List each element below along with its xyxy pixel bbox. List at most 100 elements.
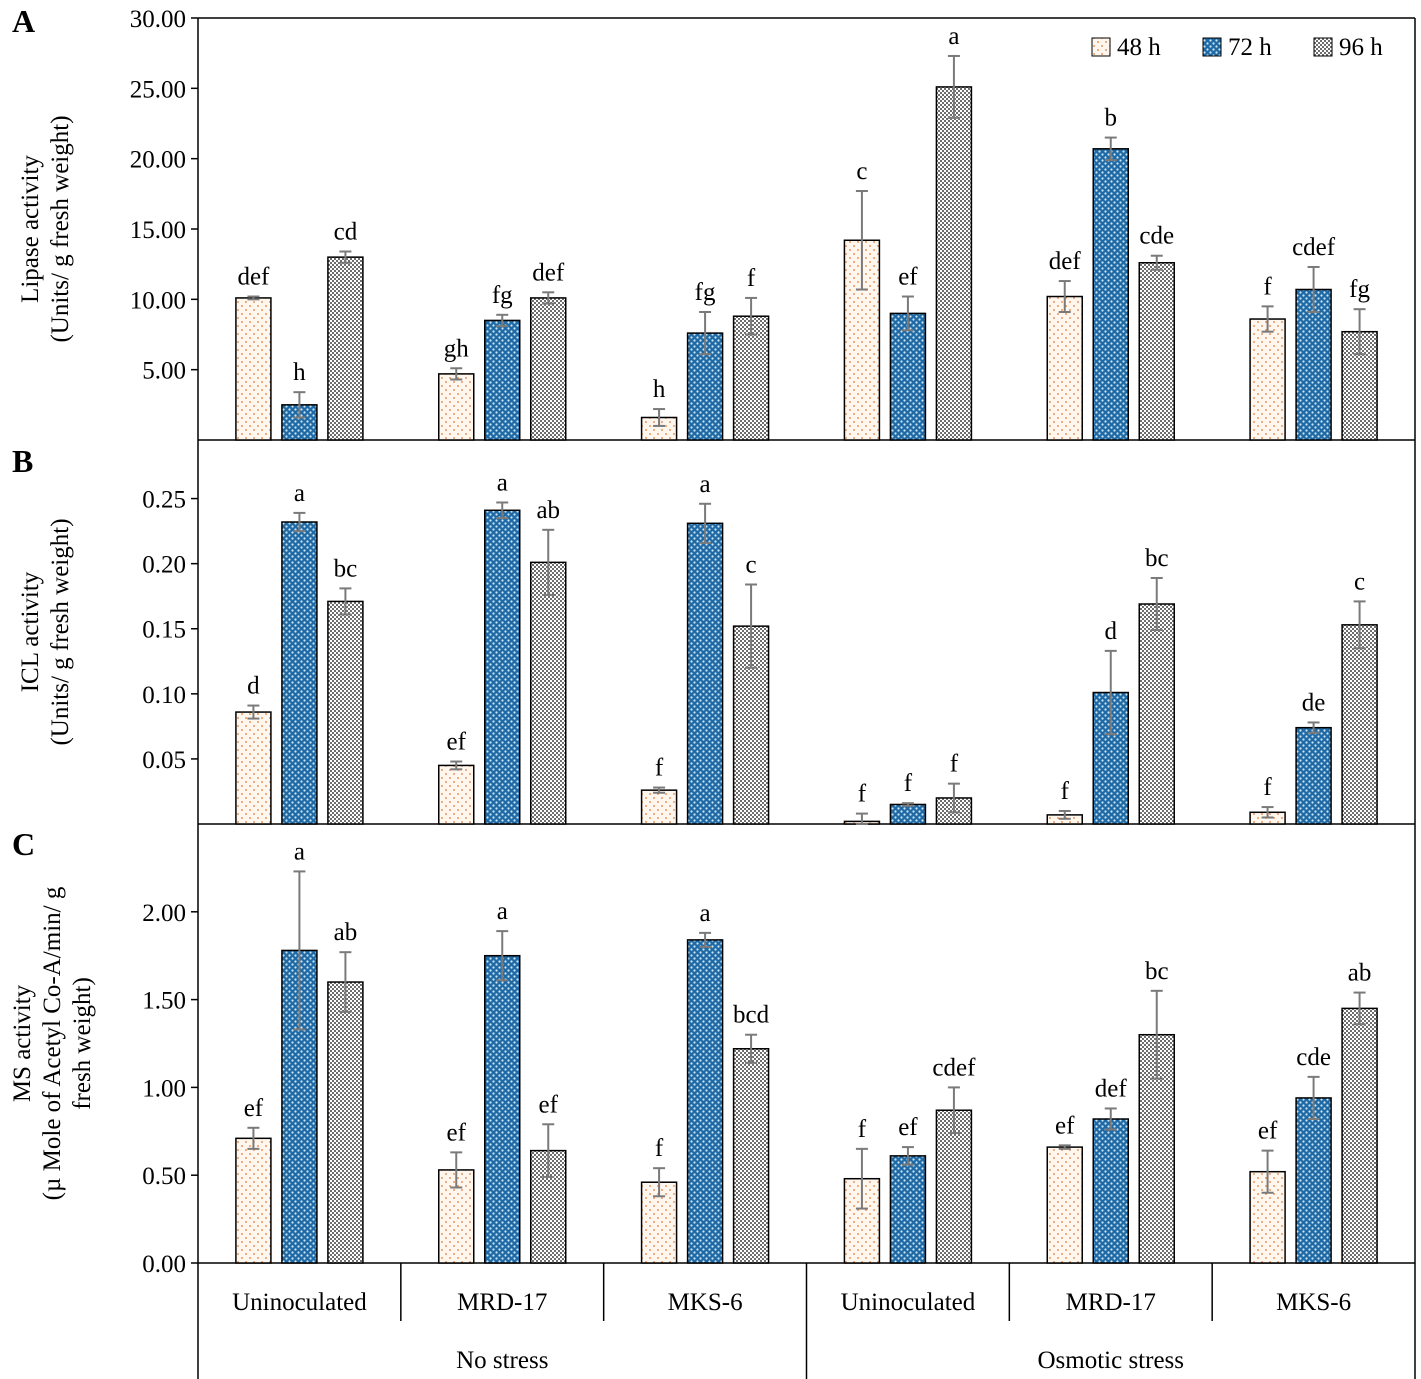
y-axis-label: ICL activity [17, 571, 44, 692]
significance-letter: fg [492, 282, 513, 309]
significance-letter: cd [334, 219, 358, 246]
significance-letter: f [655, 755, 664, 782]
bar [935, 1109, 973, 1264]
bar [1092, 148, 1129, 441]
significance-letter: f [858, 781, 867, 808]
significance-letter: def [237, 264, 270, 291]
significance-letter: ef [898, 1114, 918, 1141]
y-tick-label: 0.20 [142, 552, 186, 579]
bar [1138, 262, 1175, 441]
significance-letter: ab [1348, 960, 1372, 987]
legend-label-48h: 48 h [1117, 34, 1161, 61]
legend-swatch-48h [1091, 37, 1111, 57]
bar [530, 297, 567, 441]
y-axis-label: Lipase activity [17, 155, 44, 303]
significance-letter: ef [539, 1091, 559, 1118]
significance-letter: a [497, 898, 508, 925]
y-tick-label: 0.25 [142, 487, 186, 514]
y-tick-label: 0.15 [142, 617, 186, 644]
significance-letter: a [294, 838, 305, 865]
x-category-label: MKS-6 [668, 1289, 743, 1316]
significance-letter: ef [447, 1119, 467, 1146]
significance-letter: f [950, 751, 959, 778]
significance-letter: c [856, 158, 867, 185]
bar [235, 711, 272, 825]
significance-letter: f [1061, 778, 1070, 805]
bar [327, 981, 364, 1264]
significance-letter: a [948, 23, 959, 50]
bar [1295, 726, 1332, 825]
x-category-label: MRD-17 [457, 1289, 547, 1316]
y-axis-label: MS activity [9, 984, 36, 1102]
bar [484, 954, 521, 1264]
significance-letter: bc [1145, 545, 1169, 572]
bar [1341, 1007, 1378, 1264]
legend-label-72h: 72 h [1228, 34, 1272, 61]
bar [327, 600, 364, 825]
bar [438, 764, 475, 825]
x-condition-label: No stress [456, 1347, 548, 1374]
y-tick-label: 0.00 [142, 1251, 186, 1278]
y-axis-label: (Units/ g fresh weight) [47, 518, 74, 745]
y-tick-label: 15.00 [130, 217, 186, 244]
significance-letter: ef [1258, 1118, 1278, 1145]
bar [1295, 288, 1332, 441]
significance-letter: a [700, 900, 711, 927]
bar [1138, 603, 1175, 825]
significance-letter: f [904, 770, 913, 797]
y-tick-label: 25.00 [130, 76, 186, 103]
significance-letter: a [294, 480, 305, 507]
y-tick-label: 2.00 [142, 900, 186, 927]
panel-B: 0.05 0.10 0.15 0.20 0.25 B ICL activity (Units/… [12, 440, 1416, 825]
significance-letter: h [293, 359, 306, 386]
bar [889, 1155, 927, 1264]
significance-letter: de [1302, 689, 1326, 716]
significance-letter: ab [536, 497, 560, 524]
y-tick-label: 0.50 [142, 1163, 186, 1190]
panel-label: B [12, 443, 33, 479]
significance-letter: c [1354, 568, 1365, 595]
y-tick-label: 1.50 [142, 988, 186, 1015]
significance-letter: ab [334, 919, 358, 946]
bar [1249, 318, 1286, 441]
significance-letter: ef [244, 1095, 264, 1122]
chart-plot-area: 5.00 10.00 15.00 20.00 25.00 30.00 A Lipase act… [9, 3, 1416, 1278]
bar [1046, 1146, 1083, 1264]
significance-letter: f [1263, 273, 1272, 300]
chart-axes: Uninoculated MRD-17 MKS-6 Uninoculated MRD-1… [197, 1263, 1416, 1379]
bar [484, 319, 521, 441]
bar [935, 86, 973, 441]
y-axis-label: (Units/ g fresh weight) [47, 115, 74, 342]
panel-C: 0.00 0.50 1.00 1.50 2.00 C MS activity (µ Mole … [9, 824, 1416, 1278]
x-category-label: MKS-6 [1276, 1289, 1351, 1316]
panel-label: C [12, 826, 35, 862]
bar [1092, 1118, 1129, 1264]
significance-letter: a [497, 469, 508, 496]
bar [235, 1137, 272, 1264]
y-tick-label: 20.00 [130, 147, 186, 174]
significance-letter: bcd [733, 1002, 770, 1029]
significance-letter: cdef [1292, 234, 1336, 261]
bar [438, 1169, 475, 1264]
significance-letter: f [655, 1135, 664, 1162]
significance-letter: def [1049, 248, 1082, 275]
bar [686, 522, 724, 825]
significance-letter: cde [1139, 223, 1174, 250]
legend-swatch-72h [1202, 37, 1222, 57]
x-category-label: MRD-17 [1066, 1289, 1156, 1316]
significance-letter: b [1105, 105, 1118, 132]
significance-letter: c [746, 551, 757, 578]
bar [438, 373, 475, 441]
significance-letter: cdef [932, 1054, 976, 1081]
significance-letter: def [532, 259, 565, 286]
y-tick-label: 30.00 [130, 6, 186, 33]
significance-letter: def [1095, 1075, 1128, 1102]
x-category-label: Uninoculated [841, 1289, 976, 1316]
y-tick-label: 10.00 [130, 287, 186, 314]
significance-letter: ef [898, 264, 918, 291]
bar [327, 256, 364, 441]
x-category-label: Uninoculated [232, 1289, 367, 1316]
y-tick-label: 0.10 [142, 682, 186, 709]
bar [732, 315, 770, 441]
